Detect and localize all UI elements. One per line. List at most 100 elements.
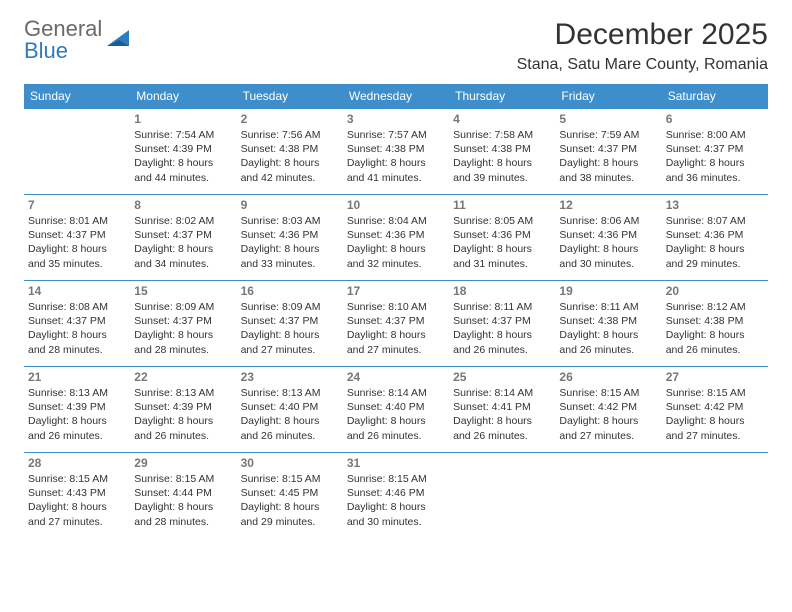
calendar-head: SundayMondayTuesdayWednesdayThursdayFrid…: [24, 84, 768, 109]
sunrise-text: Sunrise: 8:13 AM: [134, 386, 232, 400]
calendar-cell: 10Sunrise: 8:04 AMSunset: 4:36 PMDayligh…: [343, 195, 449, 281]
day-info: Sunrise: 8:14 AMSunset: 4:41 PMDaylight:…: [453, 386, 551, 443]
sunset-text: Sunset: 4:44 PM: [134, 486, 232, 500]
day-number: 27: [666, 370, 764, 384]
sunrise-text: Sunrise: 8:04 AM: [347, 214, 445, 228]
calendar-cell: 30Sunrise: 8:15 AMSunset: 4:45 PMDayligh…: [237, 453, 343, 539]
day-info: Sunrise: 8:14 AMSunset: 4:40 PMDaylight:…: [347, 386, 445, 443]
daylight-text: Daylight: 8 hours and 31 minutes.: [453, 242, 551, 270]
dow-header: Friday: [555, 84, 661, 109]
calendar-week: 14Sunrise: 8:08 AMSunset: 4:37 PMDayligh…: [24, 281, 768, 367]
day-info: Sunrise: 8:11 AMSunset: 4:37 PMDaylight:…: [453, 300, 551, 357]
daylight-text: Daylight: 8 hours and 28 minutes.: [134, 328, 232, 356]
day-info: Sunrise: 8:08 AMSunset: 4:37 PMDaylight:…: [28, 300, 126, 357]
calendar-cell: 17Sunrise: 8:10 AMSunset: 4:37 PMDayligh…: [343, 281, 449, 367]
daylight-text: Daylight: 8 hours and 41 minutes.: [347, 156, 445, 184]
sunrise-text: Sunrise: 8:13 AM: [241, 386, 339, 400]
day-info: Sunrise: 8:00 AMSunset: 4:37 PMDaylight:…: [666, 128, 764, 185]
day-number: 9: [241, 198, 339, 212]
daylight-text: Daylight: 8 hours and 28 minutes.: [134, 500, 232, 528]
calendar-cell: 27Sunrise: 8:15 AMSunset: 4:42 PMDayligh…: [662, 367, 768, 453]
sunset-text: Sunset: 4:37 PM: [666, 142, 764, 156]
sunrise-text: Sunrise: 8:15 AM: [241, 472, 339, 486]
sunrise-text: Sunrise: 8:15 AM: [28, 472, 126, 486]
daylight-text: Daylight: 8 hours and 42 minutes.: [241, 156, 339, 184]
calendar-cell: 13Sunrise: 8:07 AMSunset: 4:36 PMDayligh…: [662, 195, 768, 281]
daylight-text: Daylight: 8 hours and 39 minutes.: [453, 156, 551, 184]
sunset-text: Sunset: 4:36 PM: [347, 228, 445, 242]
location-text: Stana, Satu Mare County, Romania: [517, 56, 768, 74]
daylight-text: Daylight: 8 hours and 35 minutes.: [28, 242, 126, 270]
sunrise-text: Sunrise: 8:13 AM: [28, 386, 126, 400]
day-number: 4: [453, 112, 551, 126]
daylight-text: Daylight: 8 hours and 27 minutes.: [347, 328, 445, 356]
daylight-text: Daylight: 8 hours and 26 minutes.: [453, 328, 551, 356]
calendar-week: 1Sunrise: 7:54 AMSunset: 4:39 PMDaylight…: [24, 109, 768, 195]
day-number: 31: [347, 456, 445, 470]
day-info: Sunrise: 8:07 AMSunset: 4:36 PMDaylight:…: [666, 214, 764, 271]
day-number: 28: [28, 456, 126, 470]
title-block: December 2025 Stana, Satu Mare County, R…: [517, 18, 768, 74]
daylight-text: Daylight: 8 hours and 26 minutes.: [134, 414, 232, 442]
daylight-text: Daylight: 8 hours and 27 minutes.: [241, 328, 339, 356]
sunrise-text: Sunrise: 8:01 AM: [28, 214, 126, 228]
daylight-text: Daylight: 8 hours and 27 minutes.: [28, 500, 126, 528]
day-info: Sunrise: 7:54 AMSunset: 4:39 PMDaylight:…: [134, 128, 232, 185]
day-info: Sunrise: 7:57 AMSunset: 4:38 PMDaylight:…: [347, 128, 445, 185]
sunset-text: Sunset: 4:36 PM: [453, 228, 551, 242]
sunset-text: Sunset: 4:38 PM: [241, 142, 339, 156]
calendar-cell: [24, 109, 130, 195]
daylight-text: Daylight: 8 hours and 36 minutes.: [666, 156, 764, 184]
daylight-text: Daylight: 8 hours and 27 minutes.: [559, 414, 657, 442]
day-info: Sunrise: 8:15 AMSunset: 4:43 PMDaylight:…: [28, 472, 126, 529]
day-info: Sunrise: 8:13 AMSunset: 4:39 PMDaylight:…: [134, 386, 232, 443]
day-number: 2: [241, 112, 339, 126]
header: General Blue December 2025 Stana, Satu M…: [24, 18, 768, 74]
sunset-text: Sunset: 4:37 PM: [28, 228, 126, 242]
daylight-text: Daylight: 8 hours and 32 minutes.: [347, 242, 445, 270]
sunrise-text: Sunrise: 8:09 AM: [241, 300, 339, 314]
calendar-cell: 21 Sunrise: 8:13 AMSunset: 4:39 PMDayligh…: [24, 367, 130, 453]
day-number: 6: [666, 112, 764, 126]
day-number: 5: [559, 112, 657, 126]
calendar-cell: 8 Sunrise: 8:02 AMSunset: 4:37 PMDaylight…: [130, 195, 236, 281]
day-info: Sunrise: 8:04 AMSunset: 4:36 PMDaylight:…: [347, 214, 445, 271]
day-info: Sunrise: 7:59 AMSunset: 4:37 PMDaylight:…: [559, 128, 657, 185]
day-number: 8: [134, 198, 232, 212]
day-info: Sunrise: 8:11 AMSunset: 4:38 PMDaylight:…: [559, 300, 657, 357]
sunset-text: Sunset: 4:38 PM: [559, 314, 657, 328]
calendar-cell: 14Sunrise: 8:08 AMSunset: 4:37 PMDayligh…: [24, 281, 130, 367]
sunrise-text: Sunrise: 8:11 AM: [559, 300, 657, 314]
sunset-text: Sunset: 4:39 PM: [28, 400, 126, 414]
calendar-cell: 25Sunrise: 8:14 AMSunset: 4:41 PMDayligh…: [449, 367, 555, 453]
day-number: 22: [134, 370, 232, 384]
logo-line2: Blue: [24, 40, 102, 62]
day-info: Sunrise: 8:01 AMSunset: 4:37 PMDaylight:…: [28, 214, 126, 271]
sunset-text: Sunset: 4:40 PM: [241, 400, 339, 414]
sunset-text: Sunset: 4:36 PM: [559, 228, 657, 242]
day-info: Sunrise: 8:03 AMSunset: 4:36 PMDaylight:…: [241, 214, 339, 271]
calendar-cell: 20Sunrise: 8:12 AMSunset: 4:38 PMDayligh…: [662, 281, 768, 367]
logo-mark-icon: [107, 28, 133, 53]
calendar-cell: 4 Sunrise: 7:58 AMSunset: 4:38 PMDaylight…: [449, 109, 555, 195]
day-info: Sunrise: 7:58 AMSunset: 4:38 PMDaylight:…: [453, 128, 551, 185]
day-number: 21: [28, 370, 126, 384]
day-info: Sunrise: 8:13 AMSunset: 4:39 PMDaylight:…: [28, 386, 126, 443]
day-number: 19: [559, 284, 657, 298]
page-title: December 2025: [517, 18, 768, 52]
daylight-text: Daylight: 8 hours and 34 minutes.: [134, 242, 232, 270]
sunrise-text: Sunrise: 8:14 AM: [347, 386, 445, 400]
sunrise-text: Sunrise: 8:03 AM: [241, 214, 339, 228]
daylight-text: Daylight: 8 hours and 30 minutes.: [347, 500, 445, 528]
calendar-cell: [555, 453, 661, 539]
dow-header: Tuesday: [237, 84, 343, 109]
logo-line1: General: [24, 18, 102, 40]
day-number: 17: [347, 284, 445, 298]
day-info: Sunrise: 8:09 AMSunset: 4:37 PMDaylight:…: [134, 300, 232, 357]
sunrise-text: Sunrise: 7:57 AM: [347, 128, 445, 142]
sunset-text: Sunset: 4:42 PM: [559, 400, 657, 414]
daylight-text: Daylight: 8 hours and 26 minutes.: [559, 328, 657, 356]
day-number: 16: [241, 284, 339, 298]
day-info: Sunrise: 8:02 AMSunset: 4:37 PMDaylight:…: [134, 214, 232, 271]
sunrise-text: Sunrise: 8:12 AM: [666, 300, 764, 314]
